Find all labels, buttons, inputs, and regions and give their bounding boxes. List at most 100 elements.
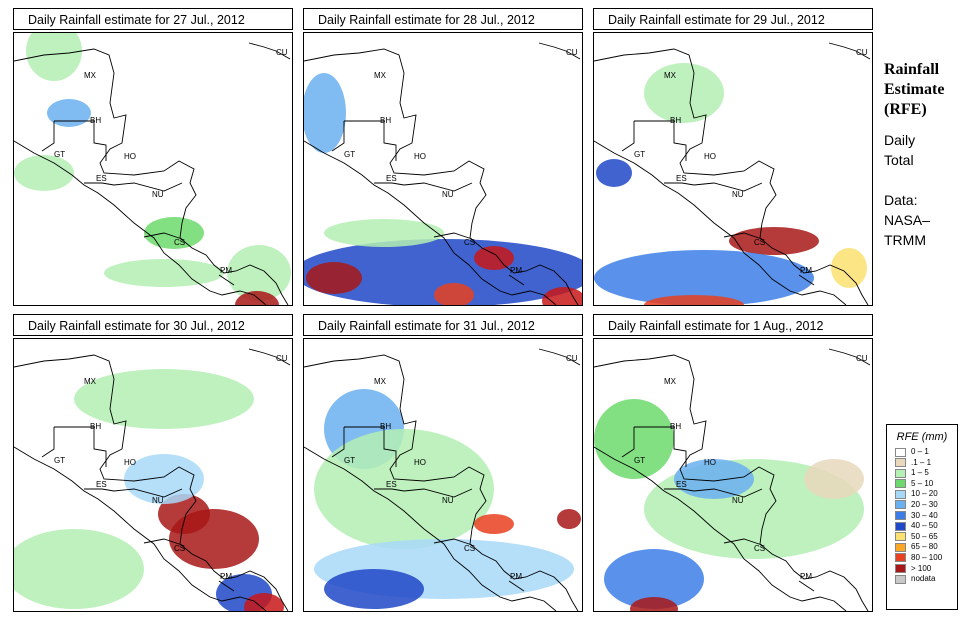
country-label-cu: CU: [276, 354, 288, 363]
panel-title: Daily Rainfall estimate for 31 Jul., 201…: [303, 314, 583, 336]
legend-item: 80 – 100: [895, 553, 957, 564]
legend-swatch: [895, 574, 906, 584]
country-label-ho: HO: [704, 458, 716, 467]
country-label-bh: BH: [670, 116, 681, 125]
legend-item: 10 – 20: [895, 489, 957, 500]
country-label-es: ES: [96, 174, 107, 183]
boundary-line: [84, 488, 115, 492]
country-label-nu: NU: [732, 190, 744, 199]
boundary-line: [621, 121, 635, 152]
legend-item: 1 – 5: [895, 468, 957, 479]
legend-swatch: [895, 458, 906, 468]
boundary-line: [14, 354, 289, 611]
country-label-bh: BH: [380, 116, 391, 125]
rainfall-area: [542, 287, 582, 305]
country-label-cs: CS: [464, 238, 475, 247]
rainfall-area: [26, 33, 82, 81]
boundary-line: [41, 121, 55, 152]
boundary-line: [344, 426, 397, 467]
rainfall-area: [244, 593, 284, 611]
country-label-gt: GT: [344, 150, 355, 159]
country-label-cu: CU: [856, 48, 868, 57]
panel-title: Daily Rainfall estimate for 1 Aug., 2012: [593, 314, 873, 336]
boundary-line: [143, 232, 183, 240]
country-label-cs: CS: [754, 238, 765, 247]
legend-label: 10 – 20: [911, 489, 938, 499]
boundary-line: [798, 580, 815, 592]
country-label-nu: NU: [442, 496, 454, 505]
boundary-line: [218, 274, 235, 286]
rainfall-area: [227, 245, 291, 301]
boundary-line: [113, 488, 183, 498]
boundary-line: [594, 354, 869, 611]
boundary-line: [331, 121, 345, 152]
boundary-line: [374, 182, 405, 186]
rainfall-map: MX CU BH GT HO ES NU CS PM: [593, 32, 873, 306]
legend-swatch: [895, 553, 906, 563]
legend-title: RFE (mm): [896, 431, 948, 443]
panel-title: Daily Rainfall estimate for 28 Jul., 201…: [303, 8, 583, 30]
period-label: Daily Total: [884, 130, 970, 170]
panel-title: Daily Rainfall estimate for 29 Jul., 201…: [593, 8, 873, 30]
legend-swatch: [895, 521, 906, 531]
country-label-ho: HO: [124, 458, 136, 467]
rainfall-map: MX CU BH GT HO ES NU CS PM: [13, 338, 293, 612]
title-line: Rainfall: [884, 61, 940, 78]
product-title: Rainfall Estimate (RFE): [884, 60, 970, 120]
country-label-es: ES: [676, 174, 687, 183]
rainfall-area: [124, 454, 204, 504]
rainfall-area: [306, 262, 362, 294]
source-line: NASA–: [884, 212, 930, 228]
boundary-line: [54, 120, 107, 161]
boundary-line: [248, 348, 291, 366]
country-label-cs: CS: [174, 238, 185, 247]
legend-swatch: [895, 468, 906, 478]
legend-swatch: [895, 542, 906, 552]
country-label-pm: PM: [510, 572, 522, 581]
map-svg: MX CU BH GT HO ES NU CS PM: [14, 33, 291, 305]
country-label-pm: PM: [800, 572, 812, 581]
country-label-gt: GT: [634, 456, 645, 465]
legend-swatch: [895, 489, 906, 499]
legend-item: 30 – 40: [895, 511, 957, 522]
boundary-line: [508, 580, 525, 592]
country-label-cu: CU: [276, 48, 288, 57]
map-svg: MX CU BH GT HO ES NU CS PM: [594, 42, 871, 305]
country-label-pm: PM: [510, 266, 522, 275]
boundary-line: [828, 348, 871, 366]
legend-label: 30 – 40: [911, 510, 938, 520]
rainfall-area: [644, 295, 744, 305]
panel-jul29: Daily Rainfall estimate for 29 Jul., 201…: [593, 8, 873, 306]
legend-label: 40 – 50: [911, 521, 938, 531]
rainfall-area: [604, 549, 704, 609]
country-label-bh: BH: [90, 422, 101, 431]
panel-jul27: Daily Rainfall estimate for 27 Jul., 201…: [13, 8, 293, 306]
legend-item: > 100: [895, 564, 957, 575]
period-line: Total: [884, 152, 914, 168]
boundary-line: [14, 140, 267, 305]
boundary-line: [143, 538, 183, 546]
country-label-pm: PM: [800, 266, 812, 275]
boundary-line: [113, 182, 183, 192]
country-label-es: ES: [386, 480, 397, 489]
country-label-ho: HO: [414, 458, 426, 467]
boundary-line: [634, 120, 687, 161]
boundary-line: [14, 446, 267, 611]
legend-item: 0 – 1: [895, 447, 957, 458]
map-svg: MX CU BH GT HO ES NU CS PM: [594, 348, 871, 611]
country-label-gt: GT: [54, 456, 65, 465]
country-label-mx: MX: [84, 377, 97, 386]
rainfall-area: [434, 283, 474, 305]
rainfall-area: [324, 569, 424, 609]
boundary-line: [403, 182, 473, 192]
country-label-bh: BH: [380, 422, 391, 431]
legend-item: 20 – 30: [895, 500, 957, 511]
boundary-line: [621, 427, 635, 458]
map-svg: MX CU BH GT HO ES NU CS PM: [304, 348, 581, 611]
rainfall-map: MX CU BH GT HO ES NU CS PM: [303, 338, 583, 612]
legend-label: .1 – 1: [911, 457, 932, 467]
boundary-line: [508, 274, 525, 286]
panel-title: Daily Rainfall estimate for 27 Jul., 201…: [13, 8, 293, 30]
country-label-pm: PM: [220, 572, 232, 581]
rainfall-map: MX CU BH GT HO ES NU CS PM: [303, 32, 583, 306]
